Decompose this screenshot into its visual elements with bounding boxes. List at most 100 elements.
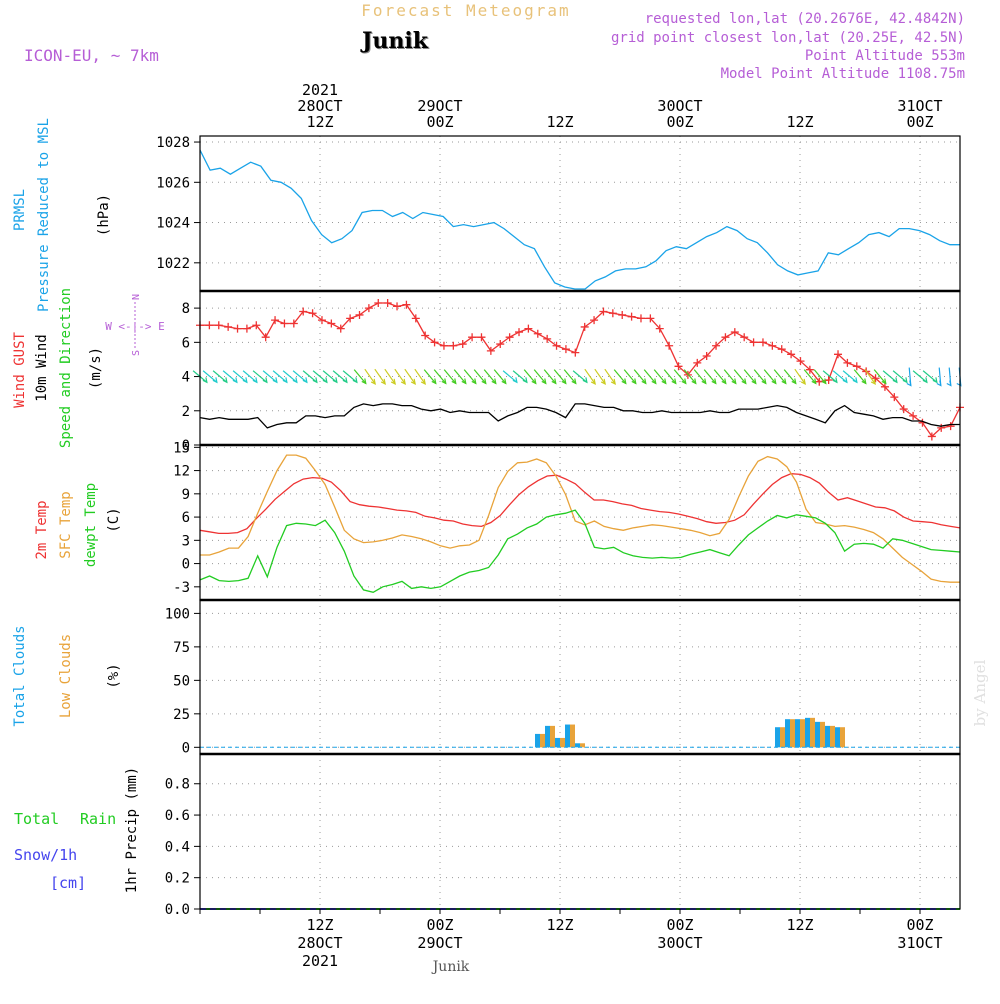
low-cloud-bar bbox=[540, 733, 545, 748]
wind-arrow-head bbox=[332, 377, 338, 384]
bottom-time-label: 00Z bbox=[666, 916, 693, 934]
pressure-unit: (hPa) bbox=[96, 194, 112, 236]
wind-arrow bbox=[604, 368, 616, 385]
y-tick-label: 0 bbox=[182, 438, 190, 454]
low-cloud-bar bbox=[800, 719, 805, 748]
plot-area: 102210241026102802468-303691215025507510… bbox=[156, 81, 964, 970]
y-tick-label: 0.8 bbox=[165, 777, 190, 793]
total-cloud-bar bbox=[825, 725, 830, 748]
low-cloud-bar bbox=[790, 719, 795, 748]
gust-marker bbox=[880, 382, 889, 391]
wind-arrow-head bbox=[471, 378, 477, 385]
wind-arrow bbox=[663, 369, 677, 384]
series-prmsl bbox=[199, 149, 960, 290]
y-tick-label: 15 bbox=[173, 440, 190, 456]
gust-marker bbox=[449, 341, 458, 350]
panel-4: 0 25 50 75 100 bbox=[165, 599, 961, 756]
precip-label-snow: Snow/1h bbox=[14, 846, 77, 864]
wind-arrow bbox=[262, 370, 278, 383]
location-title: Junik bbox=[360, 28, 429, 54]
wind-arrow-head bbox=[946, 380, 952, 387]
wind-arrow bbox=[743, 369, 757, 384]
gust-marker bbox=[524, 324, 533, 333]
gust-marker bbox=[308, 309, 317, 318]
y-tick-label: 3 bbox=[182, 533, 190, 549]
top-time-label: 12Z bbox=[786, 113, 813, 131]
wind-arrow-head bbox=[771, 378, 777, 385]
wind-arrow-head bbox=[751, 378, 757, 385]
gust-marker bbox=[533, 329, 542, 338]
gust-marker bbox=[580, 322, 589, 331]
gust-marker bbox=[834, 350, 843, 359]
gust-marker bbox=[327, 319, 336, 328]
gust-marker bbox=[468, 333, 477, 342]
gust-marker bbox=[787, 350, 796, 359]
wind-arrow-head bbox=[390, 378, 396, 386]
wind-arrow bbox=[282, 370, 298, 383]
wind-arrow bbox=[572, 370, 588, 383]
wind-arrow bbox=[813, 369, 827, 384]
bottom-time-label: 12Z bbox=[546, 916, 573, 934]
wind-arrow bbox=[312, 370, 328, 383]
wind-arrow bbox=[733, 369, 747, 384]
wind-arrow bbox=[832, 370, 848, 383]
wind-arrow-head bbox=[531, 378, 537, 385]
panel-2: 0 2 4 6 8 bbox=[182, 290, 964, 454]
gust-marker bbox=[402, 300, 411, 309]
wind-arrow-head bbox=[590, 378, 596, 386]
y-tick-label: 4 bbox=[182, 370, 190, 386]
pressure-labels: PRMSL Pressure Reduced to MSL (hPa) bbox=[12, 118, 112, 312]
wind-arrow bbox=[912, 370, 928, 383]
wind-arrow bbox=[453, 369, 467, 384]
wind-arrow-head bbox=[272, 377, 278, 384]
y-tick-label: 6 bbox=[182, 335, 190, 351]
grid-point-coords: grid point closest lon,lat (20.25E, 42.5… bbox=[611, 30, 965, 46]
y-tick-label: 8 bbox=[182, 301, 190, 317]
gust-marker bbox=[927, 432, 936, 441]
wind-arrow-head bbox=[932, 377, 938, 384]
gust-marker bbox=[242, 324, 251, 333]
cloud-label-total: Total Clouds bbox=[12, 625, 28, 726]
wind-arrow bbox=[212, 370, 228, 383]
y-tick-label: 100 bbox=[165, 606, 190, 622]
wind-arrow bbox=[443, 369, 457, 384]
y-tick-label: 0.4 bbox=[165, 839, 190, 855]
wind-arrow-head bbox=[441, 378, 447, 385]
wind-arrow bbox=[512, 370, 528, 383]
gust-marker bbox=[627, 312, 636, 321]
top-time-label: 30OCT bbox=[657, 97, 702, 115]
wind-arrow bbox=[683, 369, 697, 384]
gust-marker bbox=[768, 341, 777, 350]
wind-arrow bbox=[463, 369, 477, 384]
pressure-label-prmsl: PRMSL bbox=[12, 189, 28, 231]
y-tick-label: 0 bbox=[182, 557, 190, 573]
cloud-unit: (%) bbox=[106, 663, 122, 688]
point-altitude: Point Altitude 553m bbox=[805, 48, 965, 64]
wind-arrow-head bbox=[222, 377, 228, 384]
gust-marker bbox=[712, 341, 721, 350]
y-tick-label: 0 bbox=[182, 740, 190, 756]
gust-marker bbox=[233, 324, 242, 333]
y-tick-label: 1024 bbox=[156, 216, 190, 232]
gust-marker bbox=[458, 340, 467, 349]
gust-marker bbox=[805, 365, 814, 374]
top-time-label: 31OCT bbox=[897, 97, 942, 115]
total-cloud-bar bbox=[775, 727, 780, 748]
wind-arrow-head bbox=[610, 378, 616, 386]
wind-arrow-head bbox=[252, 377, 258, 384]
wind-arrow bbox=[822, 370, 838, 383]
total-cloud-bar bbox=[555, 737, 560, 748]
gust-marker bbox=[608, 309, 617, 318]
wind-arrow-head bbox=[731, 378, 737, 385]
wind-arrow-head bbox=[600, 378, 606, 386]
gust-marker bbox=[299, 307, 308, 316]
cloud-labels: Total Clouds Low Clouds (%) bbox=[12, 625, 122, 726]
y-tick-label: -3 bbox=[173, 580, 190, 596]
watermark: by Angel bbox=[971, 659, 989, 726]
bottom-time-label: 12Z bbox=[306, 916, 333, 934]
y-tick-label: 25 bbox=[173, 707, 190, 723]
low-cloud-bar bbox=[780, 727, 785, 748]
wind-arrow-head bbox=[631, 378, 637, 385]
wind-arrow bbox=[873, 369, 887, 384]
